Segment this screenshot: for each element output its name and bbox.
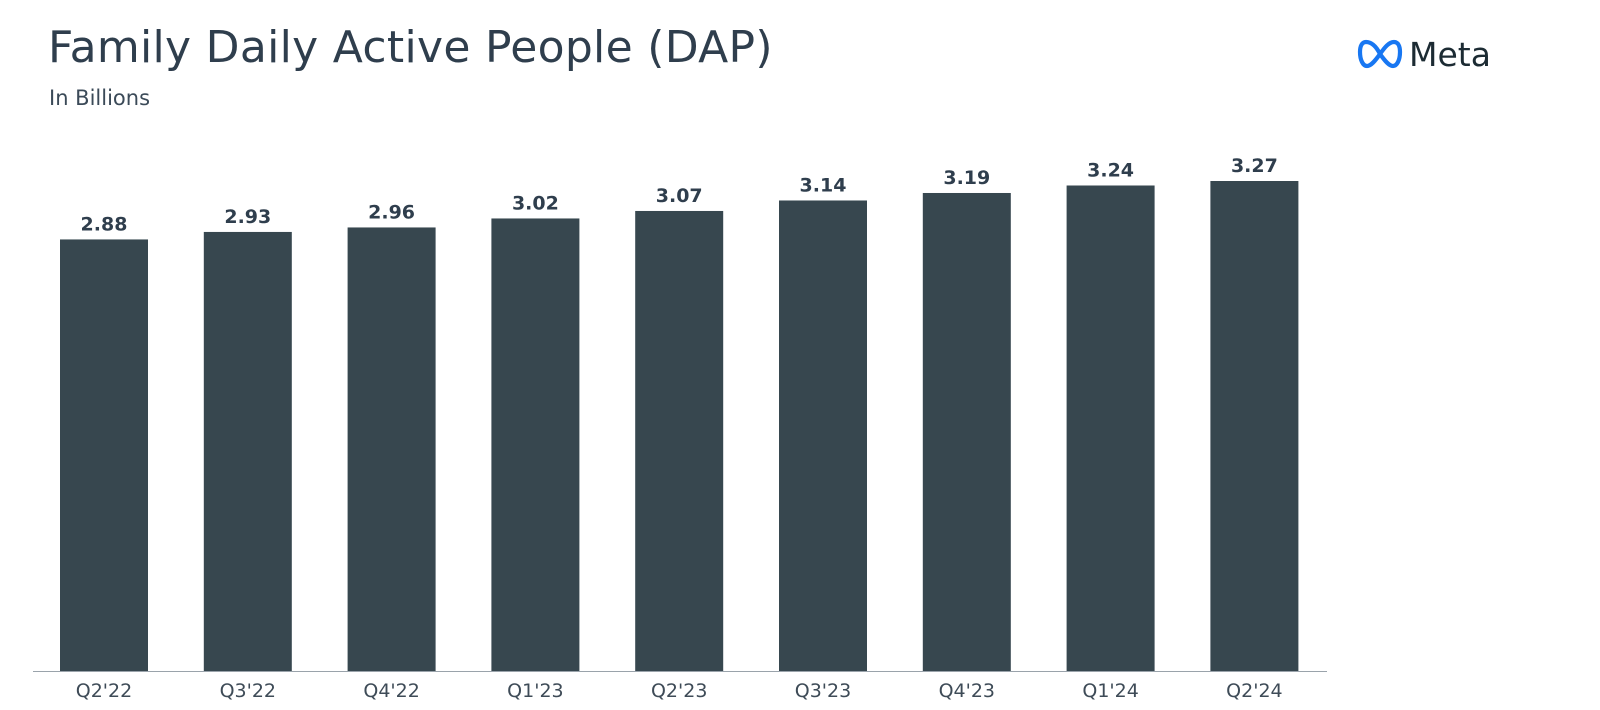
x-tick-label: Q2'23: [651, 680, 707, 702]
bar-3: [491, 218, 580, 671]
chart-title: Family Daily Active People (DAP): [48, 22, 773, 73]
meta-logo: Meta: [1357, 32, 1491, 76]
meta-logo-text: Meta: [1409, 34, 1491, 74]
x-tick-label: Q2'24: [1226, 680, 1282, 702]
bar-value-label: 3.02: [512, 192, 559, 214]
meta-infinity-icon: [1357, 39, 1403, 69]
bar-value-label: 3.07: [656, 185, 703, 207]
x-tick-label: Q1'24: [1082, 680, 1138, 702]
x-tick-label: Q1'23: [507, 680, 563, 702]
bar-2: [347, 227, 436, 671]
bar-8: [1210, 181, 1299, 671]
x-tick-label: Q4'23: [939, 680, 995, 702]
x-tick-label: Q2'22: [76, 680, 132, 702]
bar-value-label: 3.27: [1231, 155, 1278, 177]
x-tick-label: Q3'22: [220, 680, 276, 702]
bar-value-label: 3.19: [943, 167, 990, 189]
bar-value-label: 2.93: [224, 206, 271, 228]
bar-value-label: 3.24: [1087, 159, 1134, 181]
bar-1: [203, 231, 292, 672]
bar-6: [922, 192, 1011, 671]
bar-7: [1066, 185, 1155, 671]
x-tick-label: Q4'22: [363, 680, 419, 702]
bar-value-label: 3.14: [800, 174, 847, 196]
bar-value-label: 2.96: [368, 201, 415, 223]
bar-4: [635, 210, 724, 671]
bar-0: [60, 239, 148, 671]
x-tick-label: Q3'23: [795, 680, 851, 702]
bar-5: [779, 200, 867, 672]
chart-subtitle: In Billions: [49, 86, 151, 110]
bar-value-label: 2.88: [81, 213, 128, 235]
